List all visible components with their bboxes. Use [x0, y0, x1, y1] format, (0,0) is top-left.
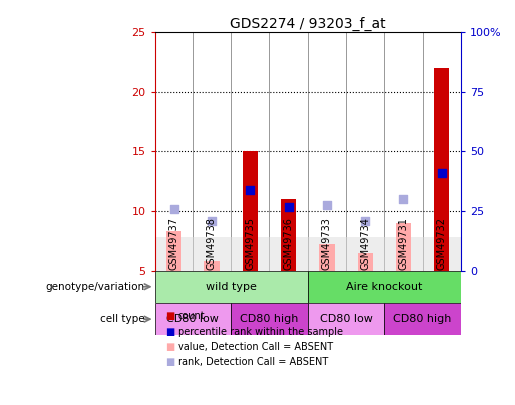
Text: CD80 low: CD80 low	[320, 314, 372, 324]
Text: GSM49737: GSM49737	[168, 217, 179, 270]
Point	[284, 204, 293, 211]
Text: GSM49733: GSM49733	[322, 217, 332, 270]
Bar	[281, 199, 296, 271]
Text: GSM49738: GSM49738	[207, 217, 217, 270]
Text: ■: ■	[165, 311, 174, 321]
Point	[361, 217, 369, 224]
Text: percentile rank within the sample: percentile rank within the sample	[178, 327, 342, 337]
Text: count: count	[178, 311, 205, 321]
Bar	[357, 253, 373, 271]
Text: GSM49735: GSM49735	[245, 217, 255, 270]
Title: GDS2274 / 93203_f_at: GDS2274 / 93203_f_at	[230, 17, 386, 31]
Bar	[243, 151, 258, 271]
Text: ■: ■	[165, 342, 174, 352]
Text: ■: ■	[165, 327, 174, 337]
Text: CD80 low: CD80 low	[166, 314, 219, 324]
Bar	[307, 271, 461, 303]
Bar	[204, 261, 219, 271]
Text: CD80 high: CD80 high	[240, 314, 299, 324]
Point	[246, 186, 254, 193]
Bar	[319, 244, 335, 271]
Bar	[384, 303, 461, 335]
Point	[323, 202, 331, 208]
Text: rank, Detection Call = ABSENT: rank, Detection Call = ABSENT	[178, 358, 328, 367]
Bar	[396, 223, 411, 271]
Text: wild type: wild type	[205, 282, 256, 292]
Text: Aire knockout: Aire knockout	[346, 282, 422, 292]
Text: value, Detection Call = ABSENT: value, Detection Call = ABSENT	[178, 342, 333, 352]
Text: GSM49732: GSM49732	[437, 217, 447, 270]
Text: genotype/variation: genotype/variation	[45, 282, 144, 292]
Point	[438, 170, 446, 176]
Bar	[307, 303, 384, 335]
Bar	[154, 237, 461, 271]
Point	[208, 217, 216, 224]
Text: GSM49736: GSM49736	[284, 217, 294, 270]
Point	[169, 205, 178, 212]
Bar	[166, 231, 181, 271]
Bar	[231, 303, 308, 335]
Text: CD80 high: CD80 high	[393, 314, 452, 324]
Text: cell type: cell type	[99, 314, 144, 324]
Bar	[154, 303, 231, 335]
Text: GSM49734: GSM49734	[360, 217, 370, 270]
Point	[399, 196, 407, 202]
Bar	[434, 68, 450, 271]
Text: ■: ■	[165, 358, 174, 367]
Text: GSM49731: GSM49731	[399, 217, 408, 270]
Bar	[154, 271, 307, 303]
